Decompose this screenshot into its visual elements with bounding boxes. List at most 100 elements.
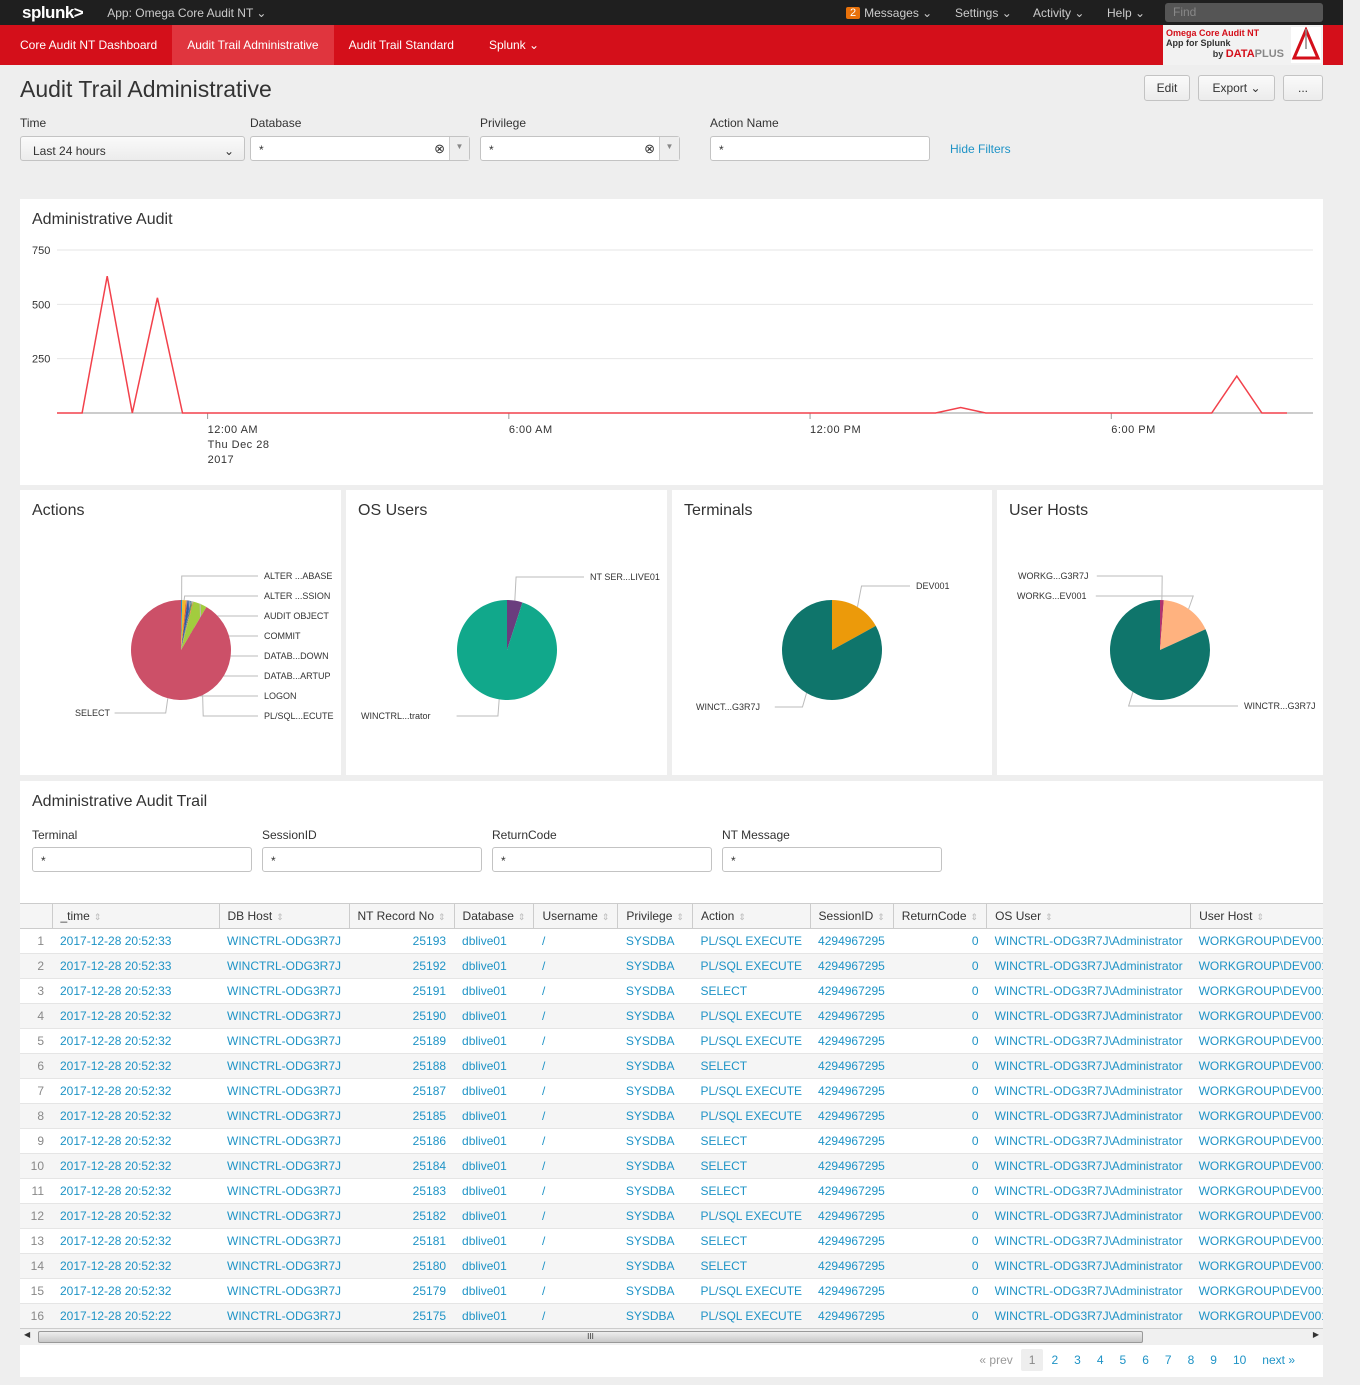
table-row[interactable]: 4 2017-12-28 20:52:32 WINCTRL-ODG3R7J 25190… — [20, 1003, 1323, 1029]
dropdown-caret-icon[interactable]: ▼ — [449, 137, 469, 160]
nav-audit-trail-standard[interactable]: Audit Trail Standard — [348, 38, 454, 52]
table-cell[interactable]: 0 — [893, 1203, 987, 1229]
sort-icon[interactable]: ⇕ — [877, 912, 885, 922]
table-cell[interactable]: 25179 — [349, 1278, 455, 1304]
table-cell[interactable]: dblive01 — [454, 1028, 534, 1054]
table-cell[interactable]: WORKGROUP\DEV001 — [1190, 1178, 1323, 1204]
table-cell[interactable]: PL/SQL EXECUTE — [692, 1003, 811, 1029]
table-cell[interactable]: SYSDBA — [617, 1003, 693, 1029]
filter-input-sessionid[interactable]: * — [262, 847, 482, 872]
table-cell[interactable]: dblive01 — [454, 1053, 534, 1079]
sort-icon[interactable]: ⇕ — [601, 912, 610, 922]
table-cell[interactable]: 4294967295 — [810, 1078, 894, 1104]
table-cell[interactable]: WINCTRL-ODG3R7J\Administrator — [986, 1128, 1191, 1154]
table-cell[interactable]: 0 — [893, 1003, 987, 1029]
table-cell[interactable]: WORKGROUP\DEV001 — [1190, 1153, 1323, 1179]
table-cell[interactable]: WORKGROUP\DEV001 — [1190, 1078, 1323, 1104]
table-cell[interactable]: dblive01 — [454, 1128, 534, 1154]
table-row[interactable]: 16 2017-12-28 20:52:22 WINCTRL-ODG3R7J 2517… — [20, 1303, 1323, 1329]
table-cell[interactable]: WINCTRL-ODG3R7J\Administrator — [986, 1053, 1191, 1079]
table-cell[interactable]: 25187 — [349, 1078, 455, 1104]
table-cell[interactable]: dblive01 — [454, 928, 534, 954]
table-cell[interactable]: 2017-12-28 20:52:32 — [52, 1278, 219, 1304]
sort-icon[interactable]: ⇕ — [438, 912, 446, 922]
table-cell[interactable]: / — [533, 1203, 618, 1229]
table-cell[interactable]: 4294967295 — [810, 1178, 894, 1204]
table-cell[interactable]: WINCTRL-ODG3R7J\Administrator — [986, 1078, 1191, 1104]
table-cell[interactable]: dblive01 — [454, 1178, 534, 1204]
table-row[interactable]: 6 2017-12-28 20:52:32 WINCTRL-ODG3R7J 25188… — [20, 1053, 1323, 1079]
table-cell[interactable]: / — [533, 1153, 618, 1179]
table-cell[interactable]: 4294967295 — [810, 1028, 894, 1054]
table-cell[interactable]: WORKGROUP\DEV001 — [1190, 953, 1323, 979]
table-row[interactable]: 12 2017-12-28 20:52:32 WINCTRL-ODG3R7J 2518… — [20, 1203, 1323, 1229]
table-cell[interactable]: 2017-12-28 20:52:32 — [52, 1178, 219, 1204]
table-cell[interactable]: 0 — [893, 1103, 987, 1129]
page-link-2[interactable]: 2 — [1051, 1353, 1059, 1367]
table-cell[interactable]: 2017-12-28 20:52:32 — [52, 1003, 219, 1029]
table-cell[interactable]: WINCTRL-ODG3R7J — [219, 1178, 350, 1204]
table-row[interactable]: 10 2017-12-28 20:52:32 WINCTRL-ODG3R7J 2518… — [20, 1153, 1323, 1179]
column-header[interactable]: NT Record No ⇕ — [349, 903, 455, 929]
table-cell[interactable]: WINCTRL-ODG3R7J — [219, 1053, 350, 1079]
sort-icon[interactable]: ⇕ — [1256, 912, 1264, 922]
table-cell[interactable]: / — [533, 928, 618, 954]
table-row[interactable]: 1 2017-12-28 20:52:33 WINCTRL-ODG3R7J 25193… — [20, 928, 1323, 954]
database-multiselect[interactable]: * ⊗ ▼ — [250, 136, 470, 161]
table-cell[interactable]: SYSDBA — [617, 1103, 693, 1129]
table-cell[interactable]: 4294967295 — [810, 1128, 894, 1154]
table-cell[interactable]: PL/SQL EXECUTE — [692, 1203, 811, 1229]
filter-input-terminal[interactable]: * — [32, 847, 252, 872]
table-cell[interactable]: 2017-12-28 20:52:32 — [52, 1078, 219, 1104]
table-cell[interactable]: WINCTRL-ODG3R7J\Administrator — [986, 1278, 1191, 1304]
privilege-multiselect[interactable]: * ⊗ ▼ — [480, 136, 680, 161]
table-cell[interactable]: SELECT — [692, 1128, 811, 1154]
table-cell[interactable]: 0 — [893, 1253, 987, 1279]
table-cell[interactable]: WINCTRL-ODG3R7J\Administrator — [986, 1103, 1191, 1129]
table-cell[interactable]: 4294967295 — [810, 1303, 894, 1329]
filter-input-returncode[interactable]: * — [492, 847, 712, 872]
table-cell[interactable]: / — [533, 978, 618, 1004]
table-cell[interactable]: 0 — [893, 953, 987, 979]
table-cell[interactable]: 0 — [893, 1178, 987, 1204]
table-cell[interactable]: 4294967295 — [810, 1203, 894, 1229]
sort-icon[interactable]: ⇕ — [276, 912, 284, 922]
table-cell[interactable]: WORKGROUP\DEV001 — [1190, 1253, 1323, 1279]
table-cell[interactable]: SYSDBA — [617, 978, 693, 1004]
table-cell[interactable]: WORKGROUP\DEV001 — [1190, 1203, 1323, 1229]
table-cell[interactable]: SYSDBA — [617, 1303, 693, 1329]
table-cell[interactable]: 0 — [893, 1078, 987, 1104]
table-cell[interactable]: 2017-12-28 20:52:32 — [52, 1028, 219, 1054]
table-row[interactable]: 7 2017-12-28 20:52:32 WINCTRL-ODG3R7J 25187… — [20, 1078, 1323, 1104]
table-cell[interactable]: dblive01 — [454, 1253, 534, 1279]
sort-icon[interactable]: ⇕ — [738, 912, 746, 922]
table-cell[interactable]: 25192 — [349, 953, 455, 979]
table-cell[interactable]: 2017-12-28 20:52:32 — [52, 1203, 219, 1229]
table-cell[interactable]: 25180 — [349, 1253, 455, 1279]
table-cell[interactable]: 0 — [893, 1028, 987, 1054]
dropdown-caret-icon[interactable]: ▼ — [659, 137, 679, 160]
table-cell[interactable]: WINCTRL-ODG3R7J — [219, 1103, 350, 1129]
table-row[interactable]: 5 2017-12-28 20:52:32 WINCTRL-ODG3R7J 25189… — [20, 1028, 1323, 1054]
column-header[interactable]: Action ⇕ — [692, 903, 811, 929]
table-row[interactable]: 3 2017-12-28 20:52:33 WINCTRL-ODG3R7J 25191… — [20, 978, 1323, 1004]
table-cell[interactable]: 25191 — [349, 978, 455, 1004]
table-cell[interactable]: dblive01 — [454, 1228, 534, 1254]
table-cell[interactable]: 4294967295 — [810, 1278, 894, 1304]
table-row[interactable]: 11 2017-12-28 20:52:32 WINCTRL-ODG3R7J 2518… — [20, 1178, 1323, 1204]
column-header[interactable]: Privilege ⇕ — [617, 903, 693, 929]
nav-audit-trail-administrative[interactable]: Audit Trail Administrative — [172, 25, 334, 65]
table-cell[interactable]: 2017-12-28 20:52:33 — [52, 928, 219, 954]
table-cell[interactable]: 0 — [893, 1228, 987, 1254]
table-cell[interactable]: 25186 — [349, 1128, 455, 1154]
table-cell[interactable]: SELECT — [692, 1153, 811, 1179]
table-cell[interactable]: WINCTRL-ODG3R7J — [219, 928, 350, 954]
table-cell[interactable]: PL/SQL EXECUTE — [692, 1303, 811, 1329]
table-cell[interactable]: WINCTRL-ODG3R7J — [219, 1153, 350, 1179]
table-cell[interactable]: 4294967295 — [810, 978, 894, 1004]
table-cell[interactable]: WINCTRL-ODG3R7J\Administrator — [986, 1003, 1191, 1029]
app-menu[interactable]: App: Omega Core Audit NT ⌄ — [107, 6, 266, 20]
table-cell[interactable]: WINCTRL-ODG3R7J\Administrator — [986, 978, 1191, 1004]
table-cell[interactable]: / — [533, 1303, 618, 1329]
table-cell[interactable]: SYSDBA — [617, 1078, 693, 1104]
